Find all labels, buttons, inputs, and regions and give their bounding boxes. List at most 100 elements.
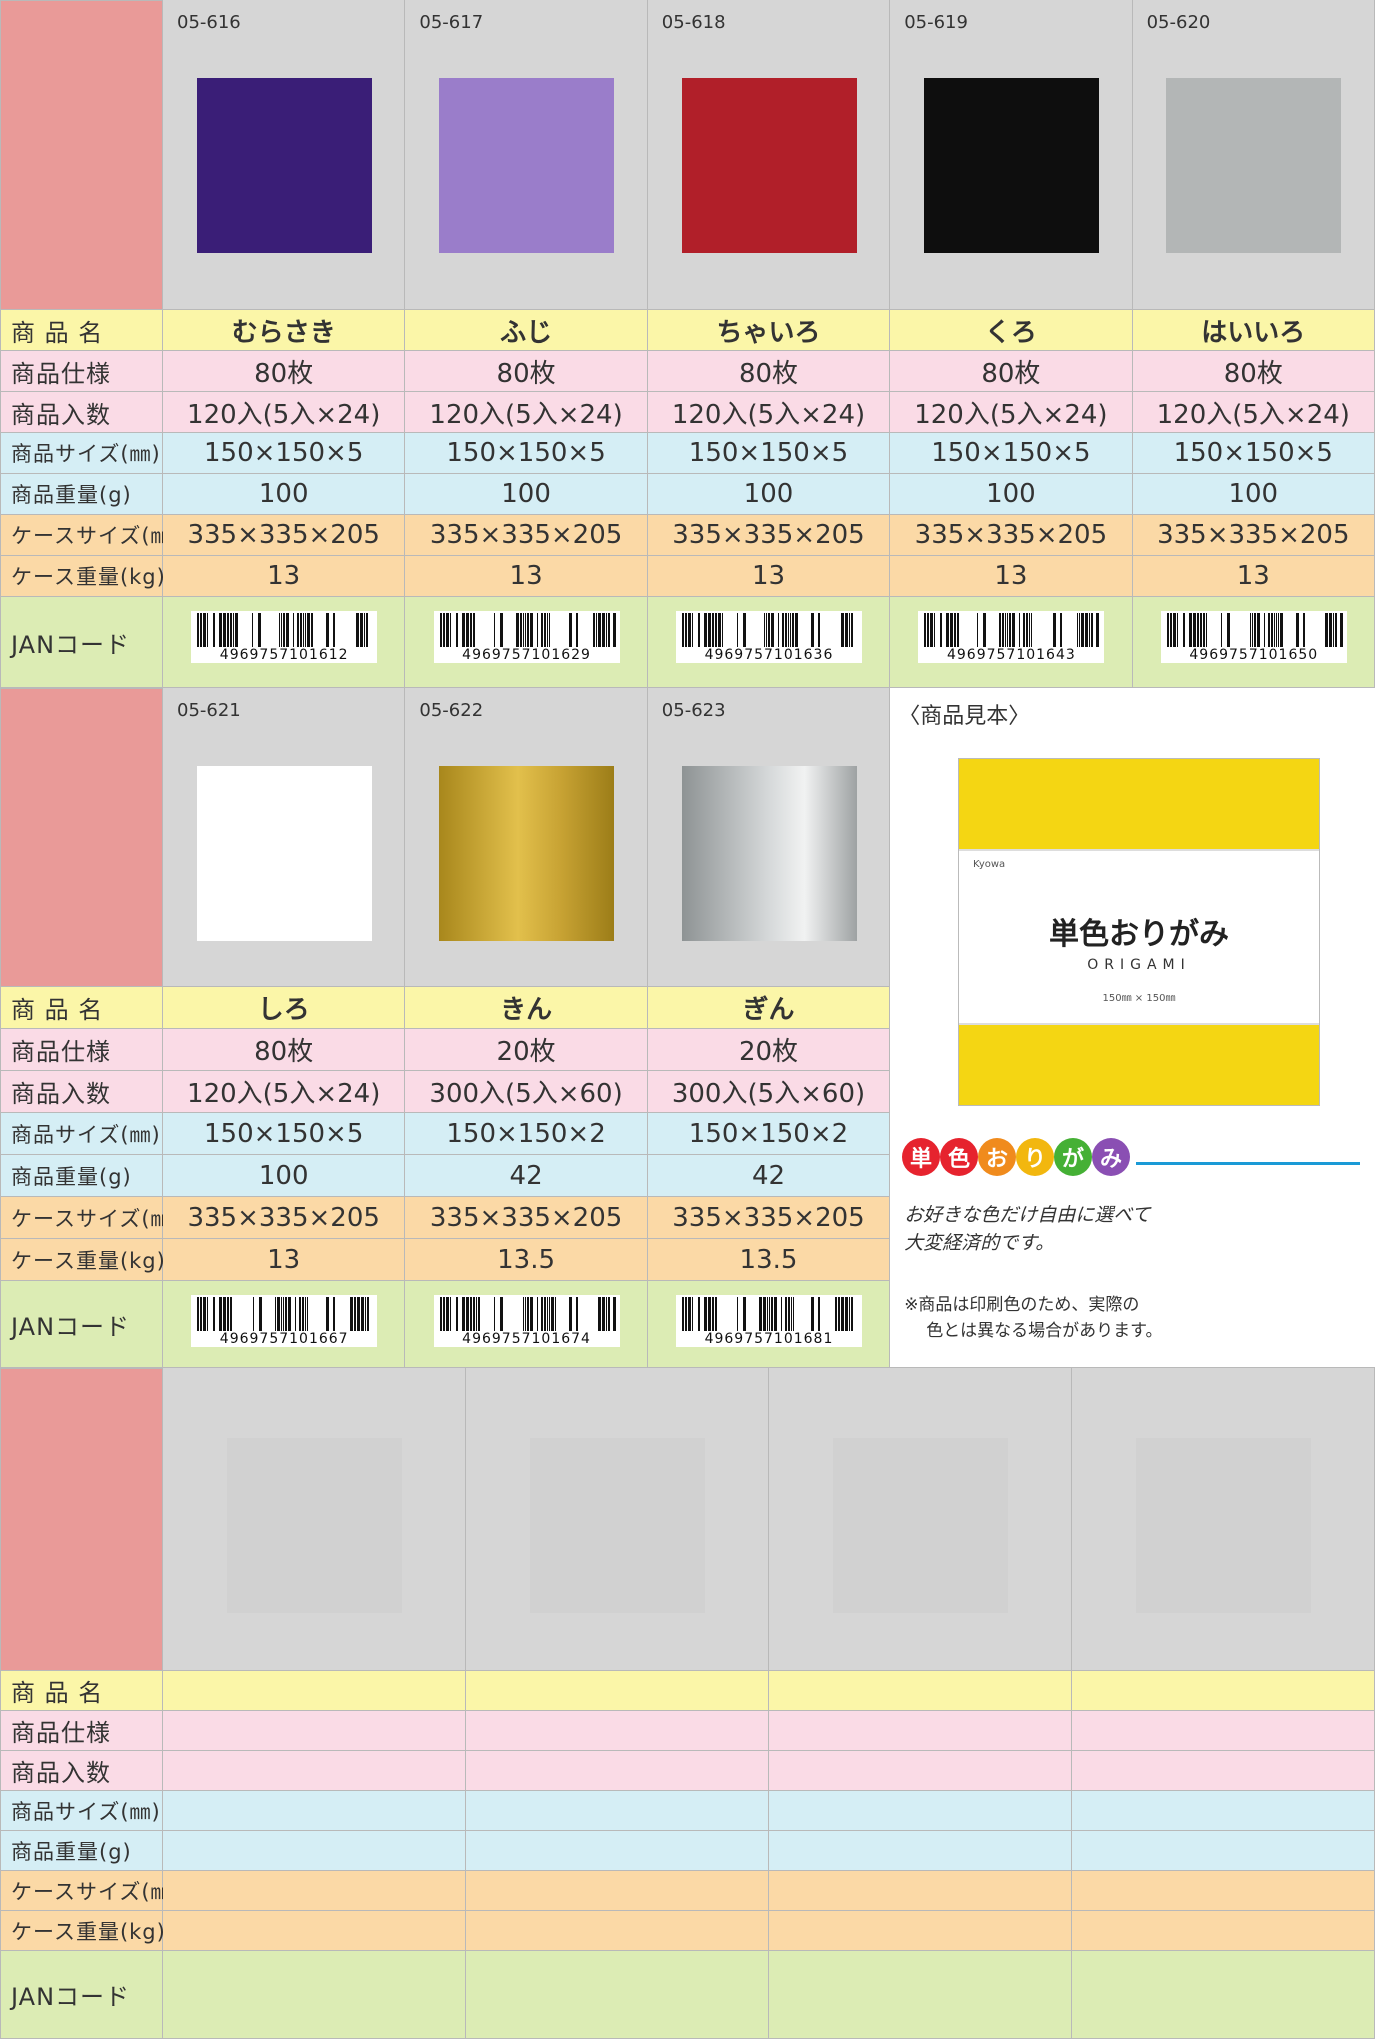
barcode-bar: [465, 613, 469, 649]
barcode-bar: [707, 613, 711, 649]
value-cell: 80枚: [405, 351, 648, 392]
barcode-bar: [684, 1297, 687, 1333]
empty-cell: [769, 1751, 1072, 1791]
barcode-bar: [770, 1297, 773, 1333]
product-code: 05-621: [177, 700, 241, 721]
barcode-bar: [1023, 613, 1026, 649]
barcode-bar: [439, 613, 442, 661]
barcode-bar: [1328, 613, 1332, 649]
empty-cell: [1072, 1871, 1375, 1911]
barcode-bar: [548, 1297, 550, 1333]
row-label: 商品サイズ(㎜): [0, 1791, 163, 1831]
barcode-bar: [300, 613, 303, 649]
barcode-bar: [522, 1297, 524, 1333]
barcode-bar: [360, 613, 364, 649]
color-swatch: [196, 766, 372, 941]
barcode-bar: [691, 1297, 693, 1333]
barcode-bar: [1079, 613, 1081, 649]
barcode-bar: [499, 1297, 503, 1333]
row-label: ケース重量(kg): [0, 556, 165, 597]
row-label: JANコード: [0, 1951, 163, 2039]
jan-cell: 4969757101612: [163, 597, 406, 688]
row-label: 商品サイズ(㎜): [0, 433, 163, 474]
empty-cell: [769, 1671, 1072, 1711]
barcode-bar: [536, 1297, 538, 1333]
value-cell: ちゃいろ: [647, 310, 891, 351]
barcode-bar: [540, 613, 543, 649]
value-cell: 335×335×205: [647, 515, 891, 556]
barcode-bar: [295, 1297, 297, 1333]
barcode-bar: [592, 613, 595, 649]
barcode-bar: [543, 1297, 546, 1333]
value-cell: きん: [405, 987, 648, 1029]
barcode: 4969757101681: [675, 1295, 862, 1347]
barcode-bar: [364, 613, 366, 649]
barcode-bar: [1182, 613, 1185, 649]
value-cell: ぎん: [647, 987, 891, 1029]
barcode-bar: [770, 613, 774, 649]
value-cell: 120入(5入×24): [647, 392, 891, 433]
barcode-bar: [792, 1297, 794, 1333]
logo-circle: 色: [940, 1138, 978, 1176]
barcode-bar: [1279, 613, 1283, 649]
package-subtitle: ORIGAMI: [1087, 957, 1191, 973]
barcode-bar: [203, 613, 207, 649]
barcode-bar: [697, 613, 700, 649]
barcode-bar: [1295, 613, 1299, 649]
barcode-bar: [281, 1297, 283, 1333]
barcode-bar: [1053, 613, 1057, 649]
empty-cell: [466, 1751, 769, 1791]
barcode-bar: [767, 613, 770, 649]
value-cell: 150×150×5: [1132, 433, 1375, 474]
barcode-bar: [763, 613, 765, 649]
barcode-bar: [281, 613, 283, 649]
barcode-bar: [439, 1297, 442, 1345]
value-cell: 80枚: [647, 351, 891, 392]
barcode-bar: [736, 1297, 738, 1333]
empty-cell: [466, 1831, 769, 1871]
jan-number: 4969757101643: [918, 647, 1105, 663]
barcode-bar: [326, 1297, 330, 1333]
logo-circle: 単: [902, 1138, 940, 1176]
barcode-bar: [1273, 613, 1275, 649]
note: 色とは異なる場合があります。: [926, 1321, 1163, 1341]
empty-cell: [163, 1951, 466, 2039]
barcode-bar: [612, 1297, 616, 1333]
value-cell: くろ: [890, 310, 1133, 351]
barcode-bar: [207, 613, 209, 649]
value-cell: 13.5: [405, 1239, 648, 1281]
placeholder-swatch: [833, 1438, 1008, 1613]
barcode-bar: [1089, 613, 1091, 649]
jan-number: 4969757101612: [191, 647, 378, 663]
row-label: 商品仕様: [0, 1029, 163, 1071]
barcode-bar: [687, 613, 691, 649]
barcode-bar: [200, 613, 203, 649]
value-cell: 80枚: [163, 1029, 406, 1071]
barcode-bar: [930, 613, 934, 649]
value-cell: 150×150×5: [163, 1113, 406, 1155]
jan-number: 4969757101650: [1160, 647, 1347, 663]
empty-cell: [1072, 1751, 1375, 1791]
barcode-bar: [844, 1297, 848, 1333]
value-cell: 150×150×2: [405, 1113, 648, 1155]
empty-cell: [163, 1671, 466, 1711]
barcode-bar: [983, 613, 987, 649]
barcode-bar: [766, 1297, 768, 1333]
barcode-bar: [277, 1297, 281, 1333]
barcode-bar: [1249, 613, 1251, 649]
barcode-bar: [1220, 613, 1222, 649]
jan-cell: 4969757101629: [405, 597, 648, 688]
color-swatch: [923, 78, 1099, 253]
barcode-bar: [303, 613, 305, 649]
value-cell: 150×150×5: [405, 433, 648, 474]
barcode-bar: [365, 1297, 367, 1333]
barcode-bar: [721, 613, 723, 649]
barcode-bar: [297, 613, 300, 649]
barcode-bar: [233, 613, 235, 649]
barcode-bar: [1302, 613, 1305, 661]
barcode-bar: [837, 1297, 840, 1333]
barcode-bar: [999, 613, 1002, 649]
barcode-bar: [213, 1297, 216, 1333]
label-photo-cell: [0, 1368, 163, 1671]
value-cell: 150×150×5: [890, 433, 1133, 474]
